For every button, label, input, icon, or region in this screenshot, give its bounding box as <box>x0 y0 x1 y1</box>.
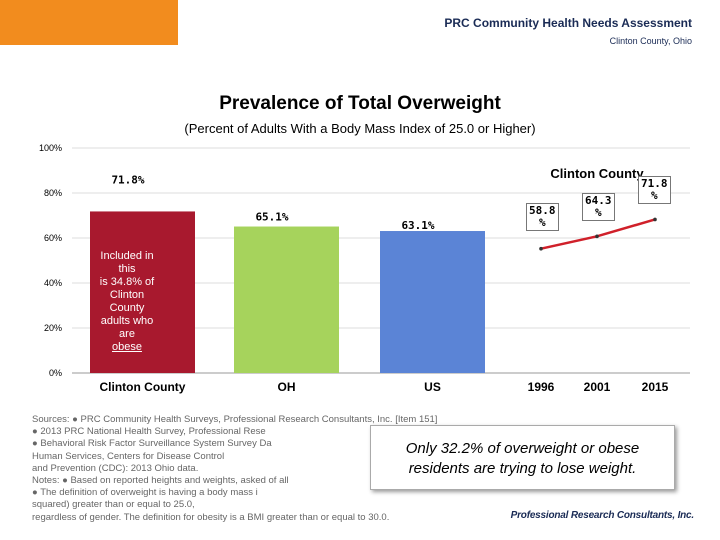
x-label-2: US <box>424 380 441 394</box>
trend-point-0 <box>539 246 543 251</box>
brand-block <box>0 0 178 45</box>
trend-line <box>539 217 657 251</box>
prc-logo: Professional Research Consultants, Inc. <box>510 510 695 521</box>
trend-point-1 <box>595 234 599 239</box>
bar-value-label: 65.1% <box>255 211 288 224</box>
clinton-bar-note: Included in this is 34.8% of Clinton Cou… <box>99 250 155 353</box>
y-tick-label: 0% <box>49 368 62 378</box>
bar-1 <box>234 226 339 373</box>
bar-value-label: 71.8% <box>111 173 144 186</box>
bar-2 <box>380 231 485 373</box>
callout-box: Only 32.2% of overweight or obese reside… <box>370 425 675 490</box>
y-tick-label: 80% <box>44 188 62 198</box>
trend-label-2015: 71.8 % <box>638 176 671 204</box>
trend-x-label-1: 2001 <box>584 380 611 394</box>
y-axis-ticks: 0% 20% 40% 60% 80% 100% <box>39 143 62 378</box>
bar-value-label: 63.1% <box>401 219 434 232</box>
trend-x-label-2: 2015 <box>642 380 669 394</box>
trend-point-2 <box>653 217 657 222</box>
y-tick-label: 100% <box>39 143 62 153</box>
trend-series-label: Clinton County <box>550 166 644 181</box>
trend-label-2001: 64.3 % <box>582 193 615 221</box>
header-subtitle: Clinton County, Ohio <box>609 36 692 46</box>
chart-subtitle: (Percent of Adults With a Body Mass Inde… <box>184 121 536 136</box>
bar-0 <box>90 211 195 373</box>
x-label-1: OH <box>278 380 296 394</box>
y-tick-label: 20% <box>44 323 62 333</box>
header-title: PRC Community Health Needs Assessment <box>444 16 692 30</box>
bars: 71.8% 65.1% 63.1% <box>90 173 485 373</box>
x-axis-labels: Clinton County OH US 1996 2001 2015 <box>100 380 669 394</box>
trend-label-1996: 58.8 % <box>526 203 559 231</box>
y-tick-label: 60% <box>44 233 62 243</box>
sources-notes: Sources: ● PRC Community Health Surveys,… <box>32 414 438 523</box>
chart-title: Prevalence of Total Overweight <box>219 93 501 114</box>
x-label-0: Clinton County <box>100 380 186 394</box>
trend-x-label-0: 1996 <box>528 380 555 394</box>
y-tick-label: 40% <box>44 278 62 288</box>
